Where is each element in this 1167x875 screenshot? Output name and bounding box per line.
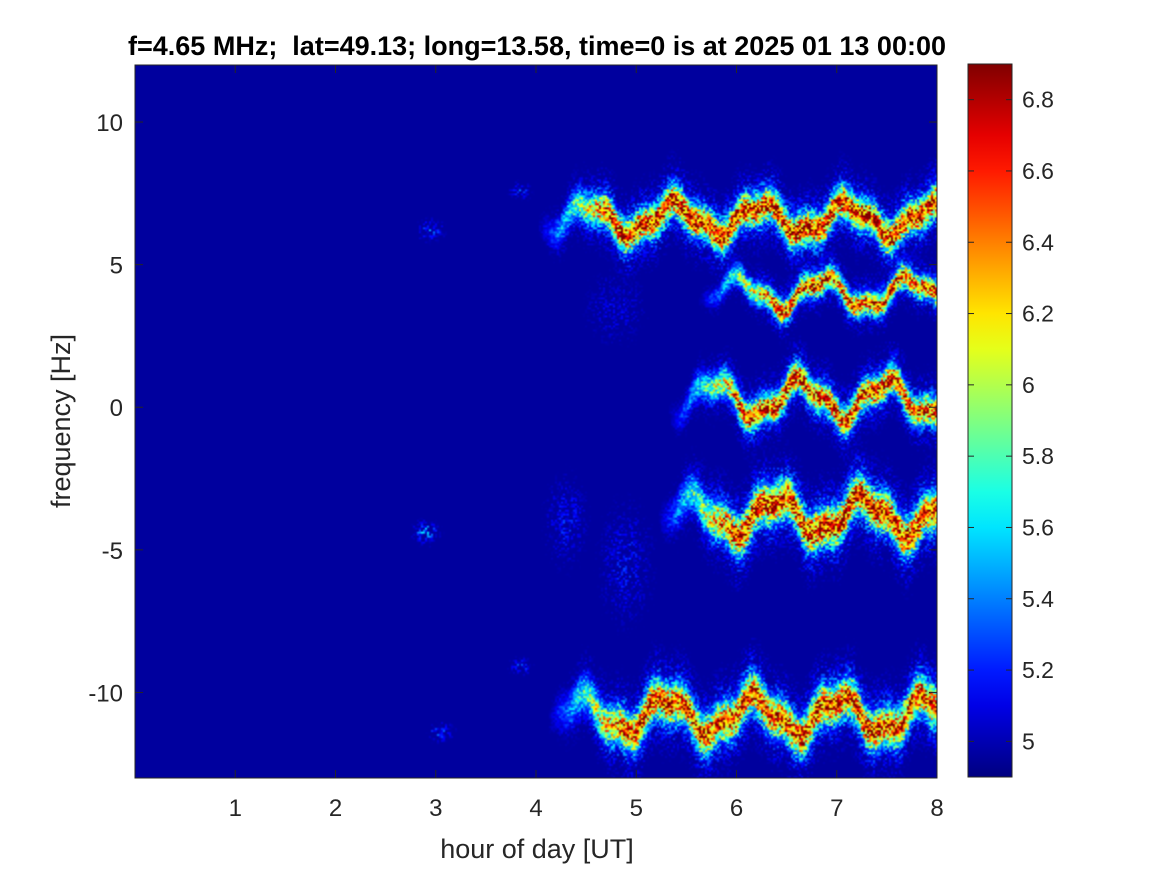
colorbar: 5 5.2 5.4 5.6 5.8 6 6.2 6.4 6.6 6.8 (967, 63, 1054, 778)
y-tick-label: -10 (88, 680, 123, 707)
colorbar-tick-label: 5.6 (1022, 514, 1054, 540)
colorbar-tick-label: 5 (1022, 728, 1035, 754)
y-tick-label: 10 (96, 110, 123, 137)
y-axis-ticks: 10 5 0 -5 -10 (88, 110, 937, 707)
heatmap-plot-area (134, 64, 938, 779)
x-axis-ticks: 1 2 3 4 5 6 7 8 (229, 65, 944, 822)
colorbar-ticks: 5 5.2 5.4 5.6 5.8 6 6.2 6.4 6.6 6.8 (968, 87, 1054, 754)
colorbar-tick-label: 6.6 (1022, 158, 1054, 184)
x-tick-label: 4 (529, 795, 542, 822)
heatmap-image (135, 65, 937, 778)
colorbar-tick-label: 5.2 (1022, 657, 1054, 683)
x-tick-label: 2 (329, 795, 342, 822)
x-tick-label: 6 (730, 795, 743, 822)
x-tick-label: 8 (930, 795, 943, 822)
chart-title: f=4.65 MHz; lat=49.13; long=13.58, time=… (128, 31, 946, 61)
x-axis-label: hour of day [UT] (440, 834, 634, 864)
colorbar-tick-label: 5.8 (1022, 443, 1054, 469)
colorbar-tick-label: 6 (1022, 372, 1035, 398)
colorbar-tick-label: 5.4 (1022, 586, 1054, 612)
x-tick-label: 3 (429, 795, 442, 822)
x-tick-label: 1 (229, 795, 242, 822)
y-axis-label: frequency [Hz] (46, 334, 76, 508)
colorbar-tick-label: 6.4 (1022, 229, 1054, 255)
x-tick-label: 7 (830, 795, 843, 822)
colorbar-tick-label: 6.8 (1022, 87, 1054, 113)
colorbar-gradient (967, 63, 1013, 778)
y-tick-label: 0 (110, 395, 123, 422)
y-tick-label: -5 (102, 538, 123, 565)
colorbar-tick-label: 6.2 (1022, 301, 1054, 327)
y-tick-label: 5 (110, 253, 123, 280)
x-tick-label: 5 (630, 795, 643, 822)
